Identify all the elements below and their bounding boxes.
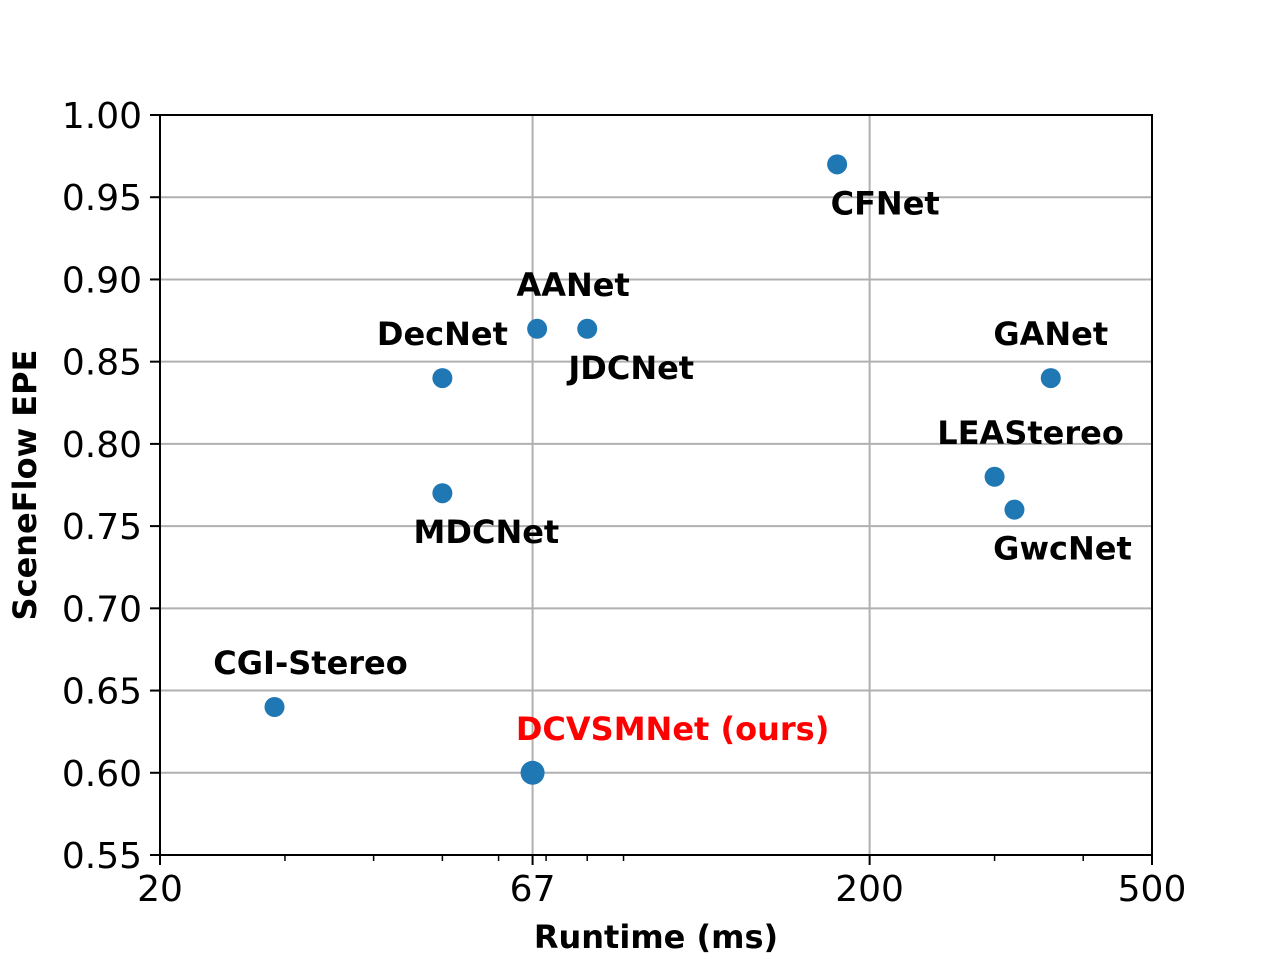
data-point — [432, 368, 453, 389]
point-label: GwcNet — [993, 530, 1132, 568]
point-label: DecNet — [377, 315, 508, 353]
data-point — [984, 466, 1005, 487]
y-axis-title: SceneFlow EPE — [6, 350, 44, 621]
x-tick-label: 200 — [835, 869, 904, 910]
point-label: CFNet — [831, 184, 940, 222]
y-tick-label: 0.70 — [62, 589, 142, 630]
x-tick-label: 500 — [1118, 869, 1187, 910]
x-axis-title: Runtime (ms) — [534, 918, 778, 956]
point-label: GANet — [993, 315, 1108, 353]
point-label: AANet — [516, 266, 629, 304]
data-point — [1004, 499, 1025, 520]
y-tick-label: 0.85 — [62, 343, 142, 384]
point-label: LEAStereo — [937, 414, 1124, 452]
y-tick-label: 1.00 — [62, 96, 142, 137]
plot-frame — [159, 114, 1153, 856]
data-point — [1040, 368, 1061, 389]
y-tick-label: 0.55 — [62, 836, 142, 877]
data-point — [577, 318, 598, 339]
y-tick-label: 0.95 — [62, 178, 142, 219]
y-tick-label: 0.65 — [62, 672, 142, 713]
point-labels: CFNet AANet JDCNet DecNet GANet LEAStereo GwcN… — [213, 184, 1131, 747]
point-label: JDCNet — [566, 349, 694, 387]
y-tick-label: 0.90 — [62, 260, 142, 301]
point-label: MDCNet — [414, 513, 560, 551]
y-tick-label: 0.75 — [62, 507, 142, 548]
data-point — [527, 318, 548, 339]
data-point — [264, 697, 285, 717]
axis-ticks: 0.55 0.60 0.65 0.70 0.75 0.80 0.85 0.90 0.95 1.00… — [62, 96, 1187, 910]
data-point — [432, 483, 453, 504]
x-tick-label: 20 — [137, 869, 183, 910]
y-tick-label: 0.60 — [62, 754, 142, 795]
data-points — [264, 154, 1061, 785]
y-tick-label: 0.80 — [62, 425, 142, 466]
point-label: CGI-Stereo — [213, 644, 407, 682]
data-point — [827, 154, 848, 175]
x-tick-label: 67 — [510, 869, 556, 910]
point-label: DCVSMNet (ours) — [516, 710, 829, 748]
data-point — [520, 760, 545, 785]
